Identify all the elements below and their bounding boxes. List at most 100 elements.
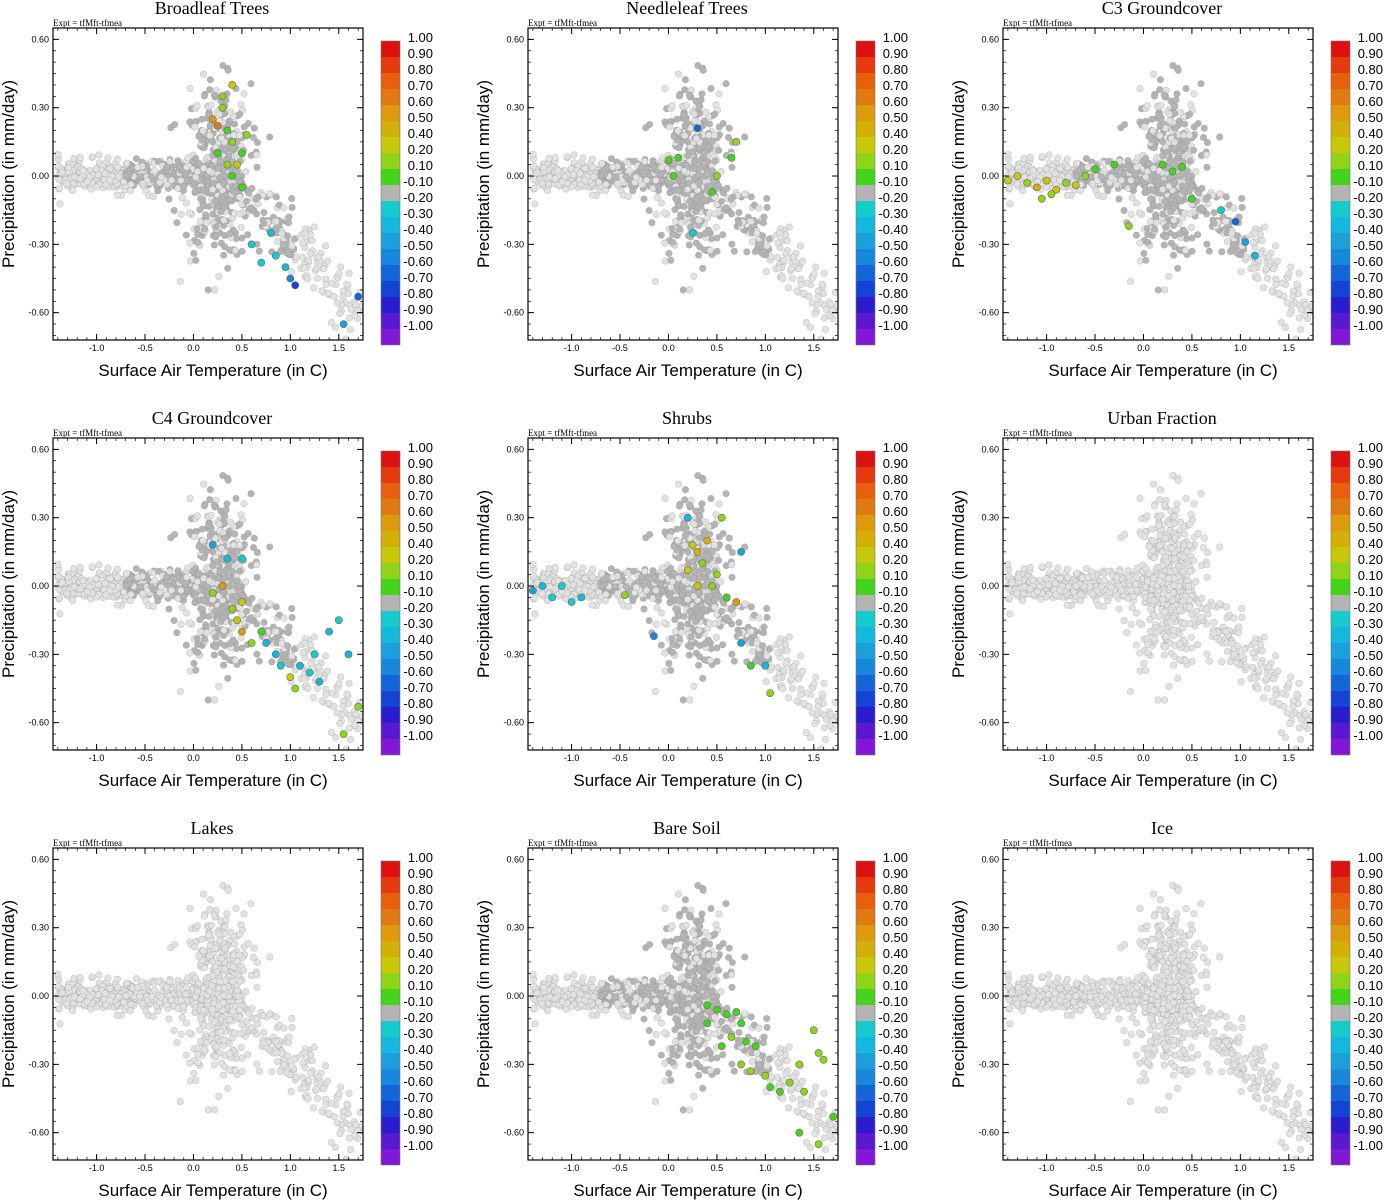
- background-point: [229, 187, 237, 195]
- background-point: [581, 164, 589, 173]
- data-point: [267, 229, 275, 237]
- background-point: [327, 319, 336, 327]
- background-point: [640, 195, 648, 203]
- background-point: [205, 577, 213, 585]
- colorbar-swatch: [381, 249, 400, 265]
- background-point: [185, 619, 194, 627]
- background-point: [211, 198, 219, 206]
- background-point: [563, 153, 571, 161]
- background-point: [299, 239, 307, 247]
- background-point: [1228, 229, 1236, 237]
- background-point: [248, 184, 256, 192]
- colorbar-swatch: [856, 169, 875, 185]
- background-point: [325, 289, 333, 298]
- background-point: [1287, 263, 1295, 271]
- background-point: [1286, 310, 1294, 318]
- colorbar-label: -0.30: [403, 206, 433, 221]
- background-point: [776, 229, 784, 237]
- background-point: [651, 277, 660, 286]
- background-point: [195, 159, 203, 167]
- background-point: [179, 593, 187, 601]
- background-point: [205, 521, 213, 529]
- background-point: [842, 327, 849, 334]
- background-point: [1158, 138, 1167, 146]
- background-point: [1149, 127, 1157, 135]
- background-point: [253, 151, 261, 159]
- background-point: [1285, 270, 1293, 278]
- background-point: [1216, 190, 1224, 198]
- background-point: [197, 195, 205, 203]
- background-point: [567, 183, 575, 191]
- background-point: [198, 525, 206, 533]
- background-point: [220, 574, 228, 583]
- background-point: [1173, 90, 1181, 98]
- background-point: [272, 217, 280, 226]
- background-point: [1155, 167, 1163, 175]
- background-point: [567, 165, 575, 173]
- background-point: [92, 165, 100, 173]
- colorbar-frame: [380, 40, 401, 346]
- data-point: [1110, 160, 1119, 169]
- data-point: [228, 172, 237, 180]
- background-point: [190, 123, 199, 131]
- background-point: [1194, 119, 1202, 128]
- background-point: [1156, 76, 1164, 84]
- background-point: [1129, 183, 1137, 191]
- background-point: [1134, 154, 1142, 162]
- background-point: [1237, 268, 1245, 276]
- colorbar-label: -0.70: [403, 270, 433, 285]
- colorbar-label: -0.50: [878, 238, 908, 253]
- background-point: [697, 96, 705, 104]
- background-point: [177, 210, 185, 218]
- background-point: [1063, 191, 1071, 199]
- background-point: [1088, 180, 1097, 188]
- background-point: [814, 293, 822, 301]
- background-point: [699, 66, 707, 74]
- background-point: [1006, 200, 1014, 208]
- background-point: [205, 167, 213, 175]
- background-point: [186, 84, 194, 92]
- background-point: [154, 157, 163, 165]
- background-point: [206, 121, 214, 130]
- data-point: [1037, 194, 1046, 203]
- background-point: [763, 242, 771, 250]
- background-point: [668, 102, 676, 110]
- data-point: [237, 183, 246, 192]
- colorbar-label: 0.10: [1358, 158, 1383, 173]
- background-point: [310, 284, 318, 292]
- background-point: [216, 527, 224, 535]
- background-point: [199, 70, 208, 78]
- x-tick-label: -1.0: [564, 343, 580, 353]
- y-tick-label: 0.00: [506, 171, 524, 181]
- background-point: [1188, 247, 1196, 255]
- background-point: [288, 604, 296, 613]
- colorbar-label: 0.20: [883, 142, 908, 157]
- background-point: [217, 134, 226, 142]
- colorbar: 1.000.900.800.700.600.500.400.200.10-0.1…: [855, 30, 908, 346]
- background-point: [1223, 237, 1231, 246]
- background-point: [1155, 111, 1163, 119]
- background-point: [196, 218, 205, 226]
- y-tick-label: -0.30: [503, 239, 524, 249]
- colorbar-label: -0.10: [878, 174, 908, 189]
- background-point: [205, 202, 213, 210]
- background-point: [220, 661, 228, 669]
- background-point: [701, 230, 709, 238]
- background-point: [212, 233, 220, 241]
- background-point: [1157, 101, 1165, 109]
- data-point: [1081, 172, 1090, 180]
- colorbar-swatch: [381, 201, 400, 217]
- background-point: [741, 133, 749, 141]
- y-axis-label: Precipitation (in mm/day): [949, 80, 968, 268]
- colorbar-swatch: [856, 57, 875, 73]
- background-point: [1180, 120, 1189, 128]
- background-point: [318, 287, 326, 295]
- background-point: [280, 240, 288, 249]
- data-point: [291, 281, 300, 290]
- background-point: [704, 157, 712, 166]
- background-point: [611, 173, 619, 181]
- background-point: [268, 658, 276, 666]
- background-point: [1020, 155, 1028, 163]
- background-point: [1273, 257, 1282, 265]
